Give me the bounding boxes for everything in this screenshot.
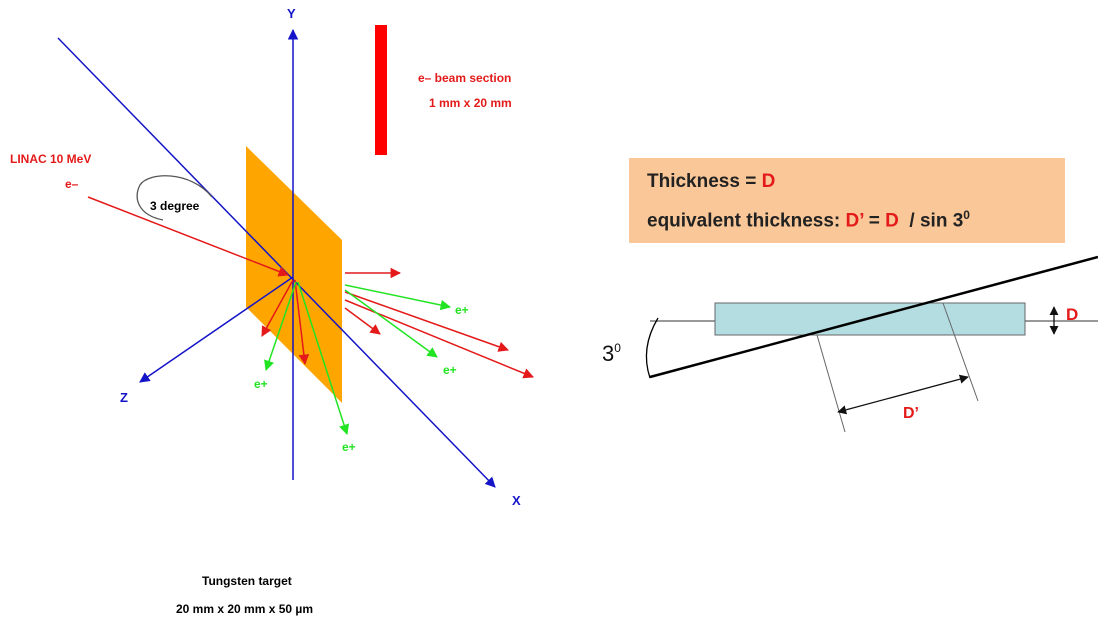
equiv-exponent: 0 bbox=[963, 208, 970, 222]
target-size: 20 mm x 20 mm x 50 µm bbox=[176, 602, 313, 616]
angle-label: 3 degree bbox=[150, 199, 200, 213]
positron-tracks bbox=[264, 281, 452, 435]
thickness-symbol: D bbox=[761, 171, 776, 192]
angle-3-label: 30 bbox=[602, 341, 621, 366]
positron-label: e+ bbox=[455, 303, 469, 317]
dprime-dimension-arrow bbox=[837, 374, 969, 415]
positron-label: e+ bbox=[443, 363, 457, 377]
electron-label: e– bbox=[65, 177, 79, 191]
target-title: Tungsten target bbox=[202, 574, 292, 588]
equiv-equals: = bbox=[863, 210, 886, 232]
positron-label: e+ bbox=[342, 440, 356, 454]
dprime-extension-left bbox=[816, 334, 846, 433]
beam-section-bar bbox=[375, 25, 387, 155]
x-axis bbox=[57, 37, 496, 488]
z-axis bbox=[139, 276, 294, 383]
y-axis-label: Y bbox=[287, 6, 296, 21]
equivalent-thickness-line: equivalent thickness: D’ = D / sin 30 bbox=[647, 200, 1065, 236]
incident-beam-line bbox=[649, 255, 1098, 379]
beam-section-title: e– beam section bbox=[418, 71, 511, 85]
angle-3-arc bbox=[645, 317, 659, 379]
tungsten-target bbox=[246, 146, 342, 403]
x-axis-label: X bbox=[512, 493, 521, 508]
formula-box: Thickness = D equivalent thickness: D’ =… bbox=[629, 158, 1065, 243]
beam-section-size: 1 mm x 20 mm bbox=[429, 96, 512, 110]
equiv-d: D bbox=[885, 210, 899, 232]
angle-arc bbox=[136, 175, 213, 221]
positron-label: e+ bbox=[254, 377, 268, 391]
dprime-extension-right bbox=[942, 302, 979, 402]
equiv-text: equivalent thickness: bbox=[647, 210, 846, 232]
incoming-electron bbox=[87, 196, 289, 277]
z-axis-label: Z bbox=[120, 390, 128, 405]
equiv-dprime: D’ bbox=[845, 210, 864, 232]
equiv-sin: / sin 3 bbox=[898, 210, 964, 232]
dprime-dimension-label: D’ bbox=[903, 405, 919, 422]
linac-label: LINAC 10 MeV bbox=[10, 152, 91, 166]
d-dimension-label: D bbox=[1066, 305, 1078, 324]
thickness-line: Thickness = D bbox=[647, 168, 1065, 200]
thickness-text: Thickness = bbox=[647, 171, 762, 192]
